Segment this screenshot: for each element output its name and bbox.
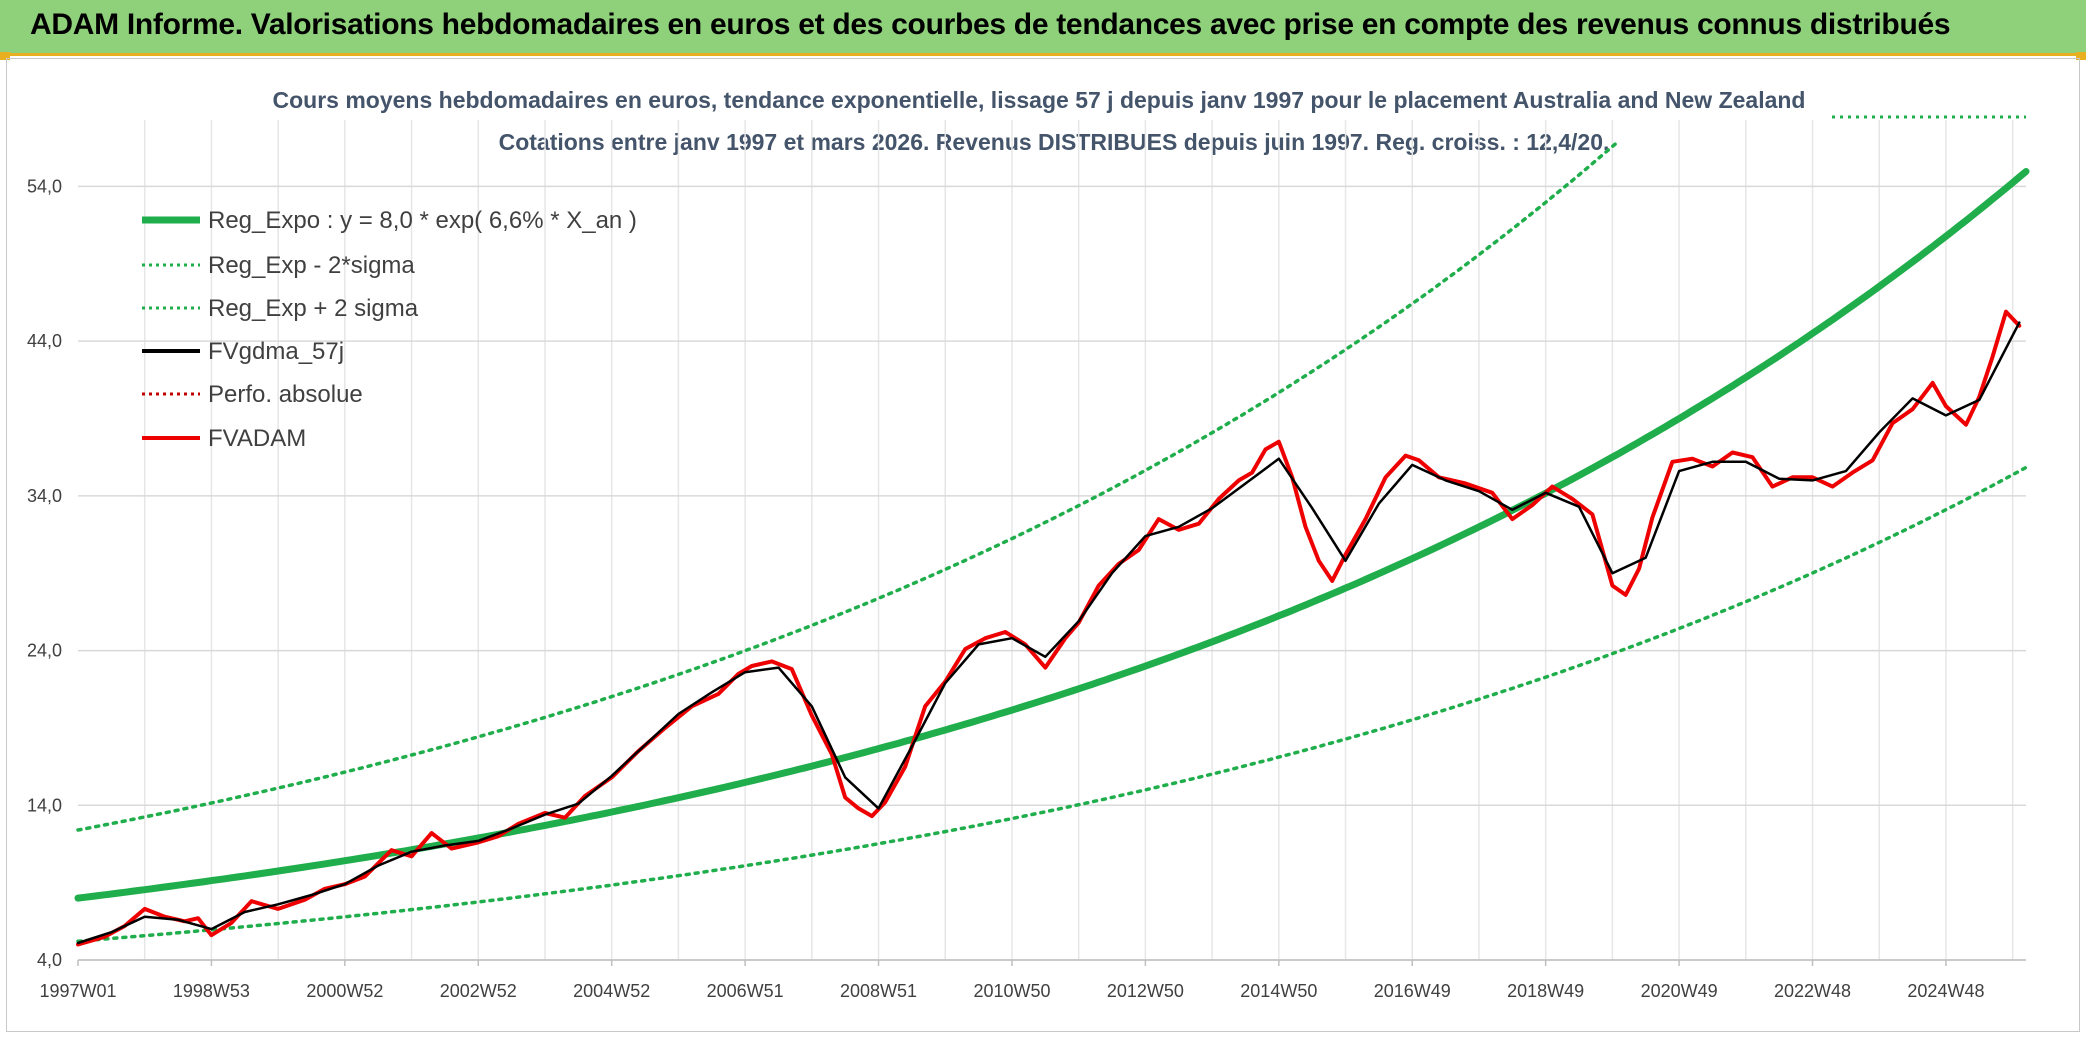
corner-accent-left [0,52,10,60]
chart-frame [6,58,2080,1032]
chart-title: Cours moyens hebdomadaires en euros, ten… [273,87,1806,113]
y-axis-ticks: 4,0 14,0 24,0 34,0 44,0 54,0 [27,176,62,970]
series-fvgdma-57j [76,321,2021,945]
x-tick-label: 2000W52 [306,981,383,1001]
x-tick-label: 2020W49 [1641,981,1718,1001]
corner-accent-right [2076,52,2086,60]
series-fvadam [76,309,2022,947]
legend-label: Reg_Expo : y = 8,0 * exp( 6,6% * X_an ) [208,207,637,234]
x-tick-label: 1997W01 [39,981,116,1001]
y-tick-label: 24,0 [27,641,62,661]
y-tick-label: 4,0 [37,950,62,970]
header-banner: ADAM Informe. Valorisations hebdomadaire… [0,0,2086,56]
x-tick-label: 2018W49 [1507,981,1584,1001]
page-title: ADAM Informe. Valorisations hebdomadaire… [30,8,1951,41]
x-tick-label: 2006W51 [707,981,784,1001]
x-tick-label: 2012W50 [1107,981,1184,1001]
gridlines [78,120,2026,961]
x-tick-label: 1998W53 [173,981,250,1001]
y-tick-label: 34,0 [27,486,62,506]
x-tick-label: 2002W52 [440,981,517,1001]
series-reg-expo [74,168,2030,902]
x-tick-label: 2024W48 [1907,981,1984,1001]
x-tick-label: 2014W50 [1240,981,1317,1001]
legend: Reg_Expo : y = 8,0 * exp( 6,6% * X_an ) R… [142,207,637,452]
x-tick-label: 2008W51 [840,981,917,1001]
legend-label: Reg_Exp + 2 sigma [208,295,419,322]
series-reg-exp-plus-2sigma [76,138,1621,832]
x-tick-label: 2016W49 [1374,981,1451,1001]
y-tick-label: 54,0 [27,176,62,196]
x-tick-label: 2022W48 [1774,981,1851,1001]
x-axis-ticks: 1997W01 1998W53 2000W52 2002W52 2004W52 2006W… [39,960,1984,1001]
legend-label: FVgdma_57j [208,338,344,365]
series-reg-exp-minus-2sigma [76,465,2028,943]
legend-label: FVADAM [208,425,306,452]
chart-subtitle: Cotations entre janv 1997 et mars 2026. … [499,129,1610,155]
y-tick-label: 14,0 [27,795,62,815]
legend-label: Perfo. absolue [208,381,363,408]
y-tick-label: 44,0 [27,331,62,351]
x-tick-label: 2010W50 [973,981,1050,1001]
x-tick-label: 2004W52 [573,981,650,1001]
legend-label: Reg_Exp - 2*sigma [208,252,415,279]
series-group [74,138,2030,947]
